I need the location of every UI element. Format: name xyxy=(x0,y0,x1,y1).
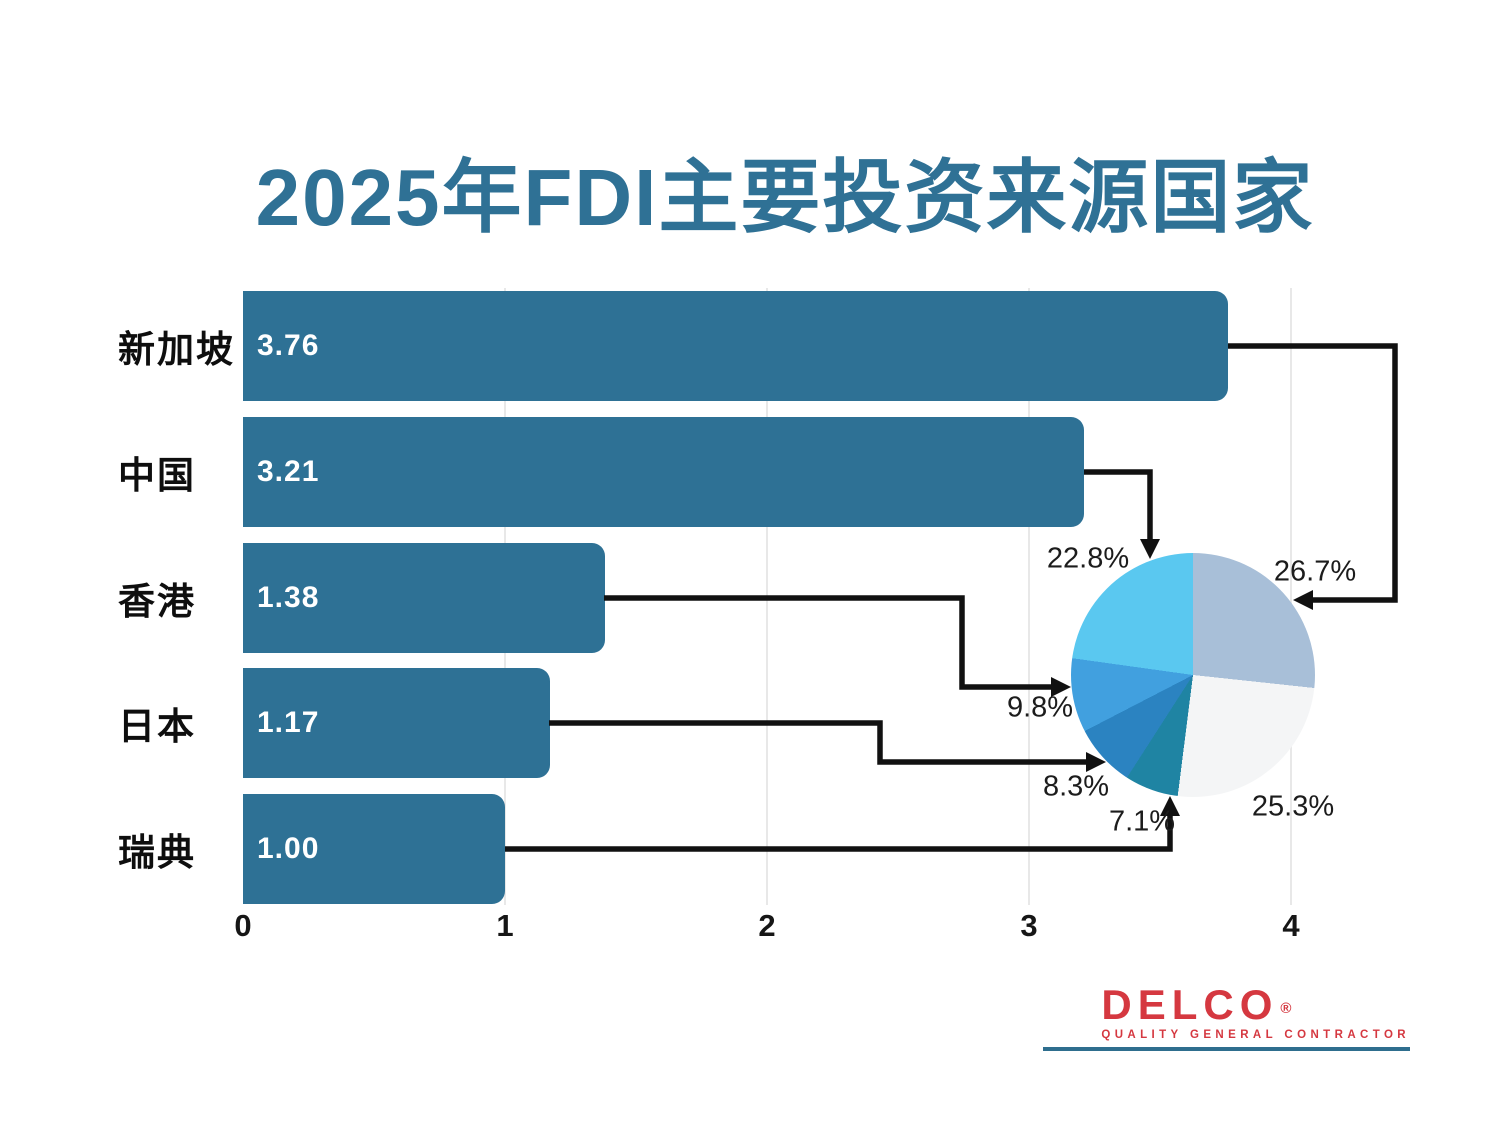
connector-sweden xyxy=(505,796,1180,852)
bar-value-label: 3.76 xyxy=(257,329,320,362)
x-tick-label: 4 xyxy=(1282,908,1300,943)
bar-3: 1.38 xyxy=(243,543,605,653)
bar-category-label: 瑞典 xyxy=(118,832,196,873)
brand-name: DELCO xyxy=(1101,981,1279,1028)
bar-category-label: 中国 xyxy=(118,455,196,496)
pie-slice-label: 8.3% xyxy=(1042,770,1110,803)
bar-2: 3.21 xyxy=(243,417,1085,527)
grid-line xyxy=(1028,288,1030,905)
arrowhead-up-icon xyxy=(1160,796,1180,816)
grid-line xyxy=(1290,288,1292,905)
arrowhead-left-icon xyxy=(1293,590,1313,610)
x-tick-label: 1 xyxy=(496,908,514,943)
bar-value-label: 3.21 xyxy=(257,455,320,488)
bar-5: 1.00 xyxy=(243,794,505,904)
x-tick-label: 3 xyxy=(1020,908,1038,943)
delco-logo: DELCO ® QUALITY GENERAL CONTRACTOR xyxy=(1101,984,1410,1042)
pie-slice-label: 22.8% xyxy=(1046,542,1130,575)
registered-mark-icon: ® xyxy=(1280,999,1292,1017)
bar-category-label: 香港 xyxy=(118,581,196,622)
brand-row: DELCO ® xyxy=(1101,984,1410,1026)
pie-slice-label: 25.3% xyxy=(1251,790,1335,823)
pie-slice-label: 26.7% xyxy=(1273,555,1357,588)
bar-1: 3.76 xyxy=(243,291,1229,401)
pie-chart xyxy=(1071,553,1315,797)
bar-value-label: 1.38 xyxy=(257,581,320,614)
bar-4: 1.17 xyxy=(243,668,550,778)
pie-slice-label: 7.1% xyxy=(1108,805,1176,838)
arrowhead-down-icon xyxy=(1140,539,1160,559)
bar-category-label: 日本 xyxy=(118,706,196,747)
logo-underline xyxy=(1043,1047,1410,1051)
bar-value-label: 1.17 xyxy=(257,706,320,739)
connector-hongkong xyxy=(604,595,1071,697)
x-tick-label: 0 xyxy=(234,908,252,943)
connector-japan xyxy=(549,720,1106,772)
chart-title: 2025年FDI主要投资来源国家 xyxy=(255,153,1315,242)
x-tick-label: 2 xyxy=(758,908,776,943)
arrowhead-right-icon xyxy=(1051,677,1071,697)
bar-value-label: 1.00 xyxy=(257,832,320,865)
brand-tagline: QUALITY GENERAL CONTRACTOR xyxy=(1101,1029,1410,1041)
connector-singapore xyxy=(1228,343,1398,610)
arrowhead-right-icon xyxy=(1086,752,1106,772)
pie-slice-label: 9.8% xyxy=(1006,691,1074,724)
bar-category-label: 新加坡 xyxy=(118,329,235,370)
connector-china xyxy=(1084,469,1160,559)
